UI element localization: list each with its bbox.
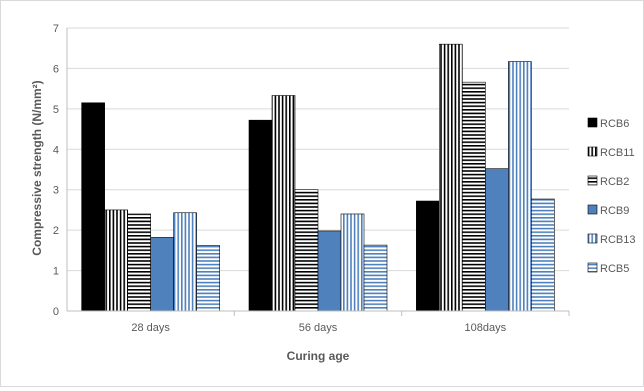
legend: RCB6 RCB11 RCB2 RCB9 RCB13 RCB5 xyxy=(587,117,635,275)
bar-rcb9-3 xyxy=(485,168,509,312)
legend-swatch-rcb2 xyxy=(587,175,598,186)
bar-rcb9-2 xyxy=(317,230,342,312)
bar-rcb13-3 xyxy=(508,61,532,312)
legend-label-rcb13: RCB13 xyxy=(600,234,635,246)
y-tick-label: 7 xyxy=(53,23,59,35)
legend-swatch-rcb5 xyxy=(587,262,598,273)
bar-rcb2-2 xyxy=(294,189,319,312)
legend-swatch-rcb13 xyxy=(587,233,598,244)
bar-rcb5-2 xyxy=(363,244,388,312)
bar-rcb11-1 xyxy=(104,209,128,312)
bar-rcb5-1 xyxy=(196,245,220,312)
legend-label-rcb2: RCB2 xyxy=(600,176,629,188)
y-tick-label: 2 xyxy=(53,225,59,237)
legend-label-rcb6: RCB6 xyxy=(600,118,629,130)
legend-swatch-rcb11 xyxy=(587,146,598,157)
y-tick-label: 0 xyxy=(53,306,59,318)
bar-rcb11-2 xyxy=(271,95,296,312)
bar-rcb5-3 xyxy=(531,198,555,312)
legend-swatch-rcb9 xyxy=(587,204,598,215)
y-tick-label: 4 xyxy=(53,144,59,156)
bar-rcb6-3 xyxy=(416,200,440,312)
bar-rcb11-3 xyxy=(439,43,463,312)
bar-rcb2-1 xyxy=(127,213,151,312)
x-tick-label: 56 days xyxy=(299,322,338,334)
bar-rcb13-2 xyxy=(340,213,365,312)
x-tick-label: 108days xyxy=(465,322,507,334)
y-axis-title: Compressive strength (N/mm²) xyxy=(30,80,44,255)
bar-rcb9-1 xyxy=(150,237,174,312)
legend-label-rcb9: RCB9 xyxy=(600,205,629,217)
bar-rcb13-1 xyxy=(173,212,197,312)
bars xyxy=(81,43,555,312)
bar-rcb6-1 xyxy=(81,102,105,312)
legend-label-rcb11: RCB11 xyxy=(600,147,635,159)
x-axis-title: Curing age xyxy=(287,349,350,363)
y-tick-label: 6 xyxy=(53,63,59,75)
axes: 0 1 2 3 4 5 6 7 28 days 56 days 108days xyxy=(53,23,570,334)
y-tick-label: 5 xyxy=(53,104,59,116)
legend-swatch-rcb6 xyxy=(587,117,598,128)
bar-rcb6-2 xyxy=(248,119,273,312)
bar-rcb2-3 xyxy=(462,81,486,312)
legend-label-rcb5: RCB5 xyxy=(600,263,629,275)
y-tick-label: 3 xyxy=(53,185,59,197)
y-tick-label: 1 xyxy=(53,266,59,278)
x-tick-label: 28 days xyxy=(131,322,170,334)
